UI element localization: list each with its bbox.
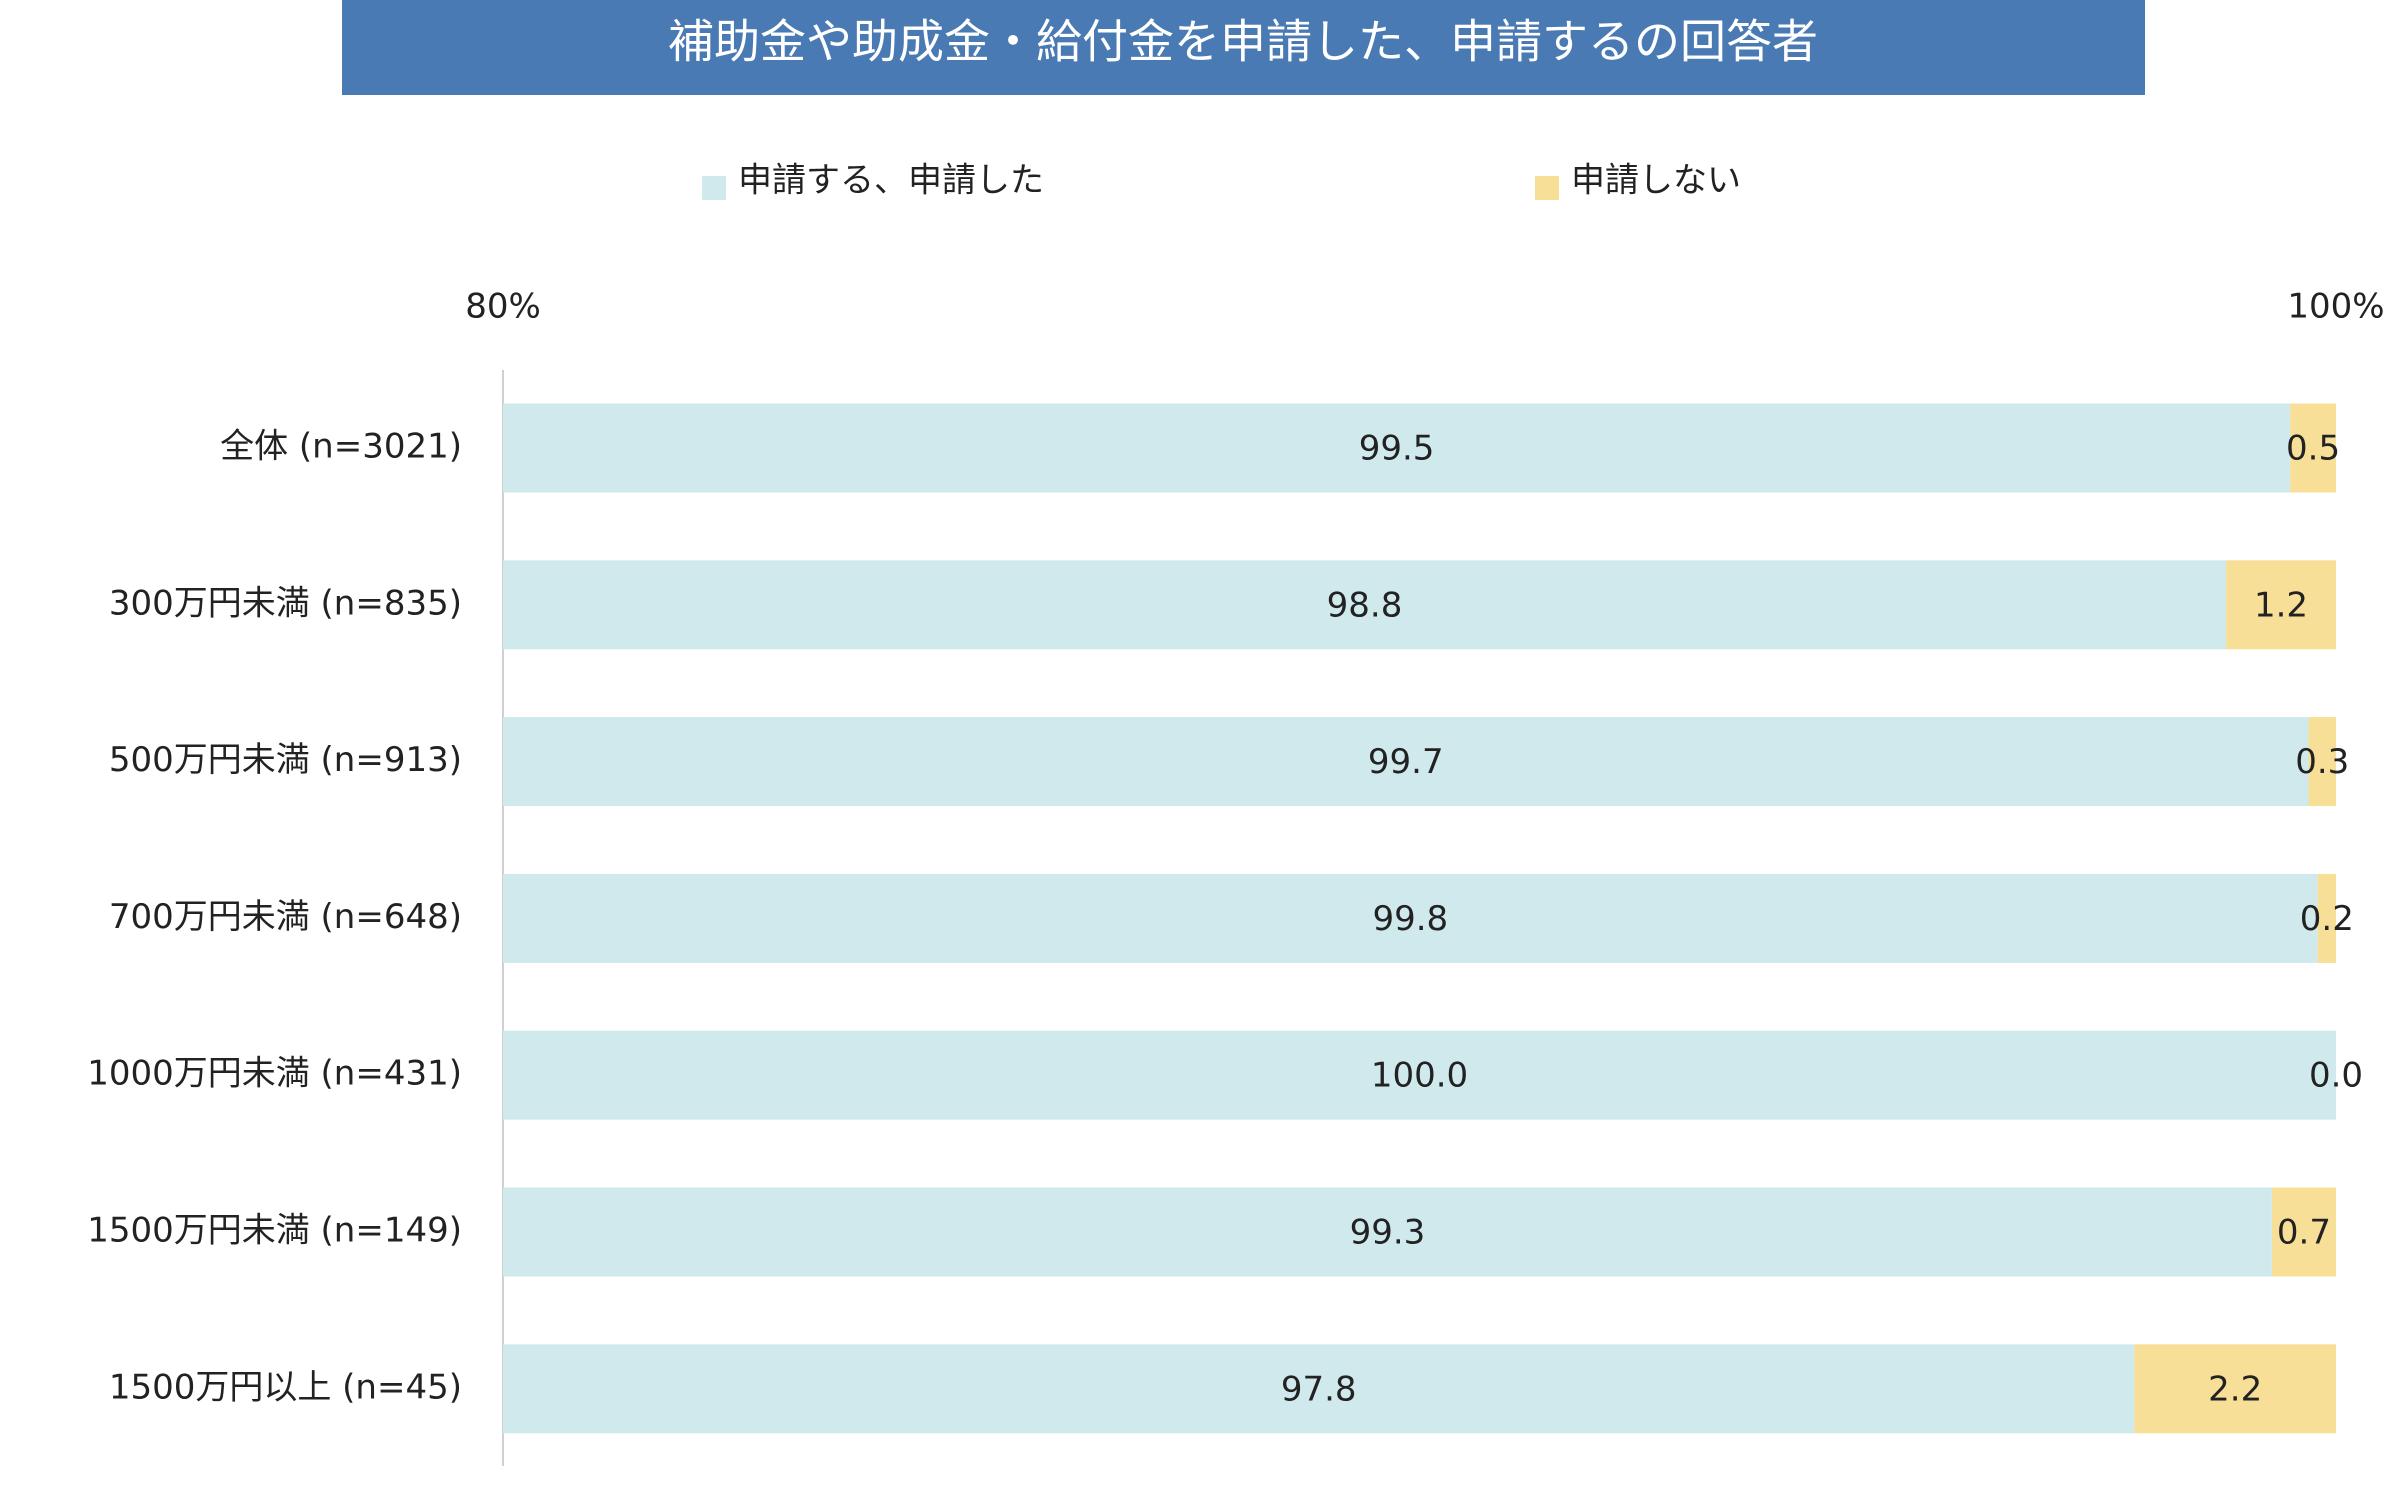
legend-swatch [702,176,726,200]
legend-label: 申請する、申請した [738,161,1044,201]
bar-segment [2134,1344,2336,1434]
data-label: 0.3 [2295,742,2349,782]
data-label: 0.0 [2309,1056,2363,1096]
x-tick-label: 100% [2287,287,2384,327]
legend-label: 申請しない [1571,161,1741,201]
data-label: 2.2 [2208,1369,2262,1409]
data-label: 0.5 [2286,429,2340,469]
data-label: 1.2 [2254,585,2308,625]
bar-segment [2308,717,2336,807]
data-label: 0.7 [2277,1213,2331,1253]
category-label: 1500万円未満 (n=149) [87,1211,462,1251]
data-label: 0.2 [2300,899,2354,939]
bar-segment [503,403,2291,493]
data-label: 99.5 [1359,429,1435,469]
bar-segment [2317,873,2336,963]
data-label: 99.3 [1350,1213,1426,1253]
bar-segment [2226,560,2336,650]
bar-segment [503,560,2227,650]
bar-segment [2290,403,2336,493]
bar-segment [503,1030,2336,1120]
category-label: 全体 (n=3021) [220,427,462,467]
data-label: 97.8 [1281,1369,1357,1409]
data-label: 98.8 [1327,585,1403,625]
title-bar [342,0,2145,95]
bar-segment [503,1187,2272,1277]
category-label: 1500万円以上 (n=45) [109,1367,462,1407]
category-label: 500万円未満 (n=913) [109,740,462,780]
bar-segment [503,717,2309,807]
category-label: 300万円未満 (n=835) [109,583,462,623]
data-label: 99.8 [1372,899,1448,939]
bar-segment [503,1344,2135,1434]
category-label: 1000万円未満 (n=431) [87,1054,462,1094]
data-label: 100.0 [1371,1056,1468,1096]
category-label: 700万円未満 (n=648) [109,897,462,937]
data-label: 99.7 [1368,742,1444,782]
x-tick-label: 80% [465,287,541,327]
bar-segment [2271,1187,2336,1277]
legend-swatch [1535,176,1559,200]
chart-title: 補助金や助成金・給付金を申請した、申請するの回答者 [668,15,1818,69]
bar-segment [503,873,2318,963]
